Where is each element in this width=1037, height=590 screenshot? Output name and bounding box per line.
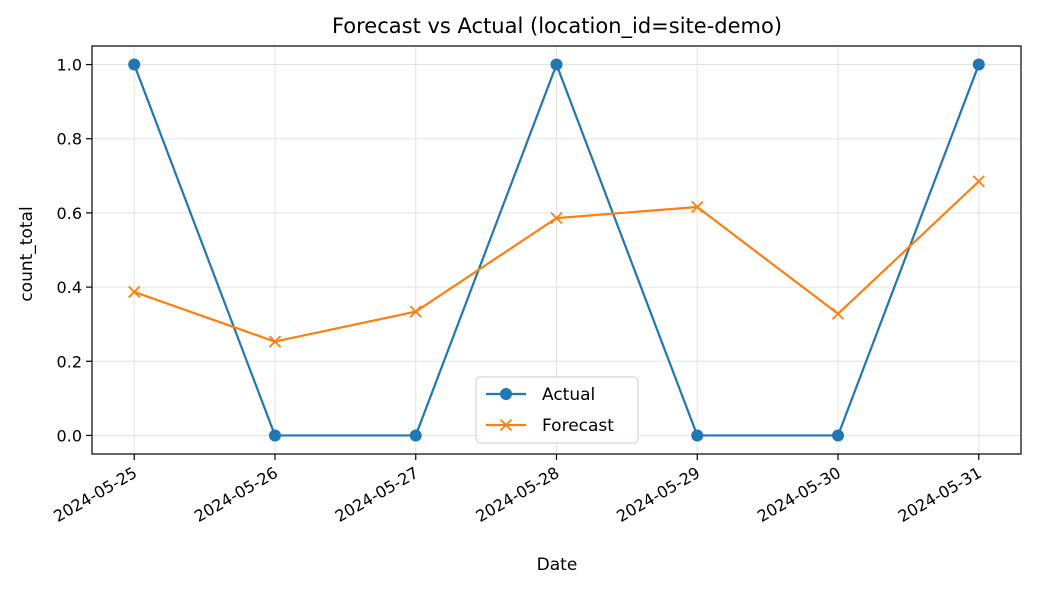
- y-tick-label: 0.2: [57, 352, 82, 371]
- legend-item-actual: Actual: [486, 385, 595, 405]
- legend-label: Actual: [542, 385, 595, 405]
- legend-label: Forecast: [542, 416, 614, 436]
- forecast-point: [550, 211, 563, 225]
- legend-marker: [500, 388, 512, 400]
- forecast-point: [691, 200, 704, 214]
- forecast-point: [409, 305, 422, 318]
- y-tick-label: 0.8: [57, 130, 82, 149]
- legend-marker: [499, 418, 513, 432]
- series-layer: [128, 58, 985, 442]
- legend: Actual Forecast: [475, 376, 639, 444]
- actual-point: [409, 429, 422, 442]
- forecast-point: [128, 285, 141, 299]
- actual-point: [550, 58, 563, 71]
- actual-point: [972, 58, 985, 71]
- forecast-point: [831, 307, 845, 320]
- actual-point: [128, 58, 141, 71]
- y-tick-label: 0.0: [57, 426, 82, 445]
- actual-point: [268, 429, 281, 442]
- plot-frame: [91, 45, 1022, 455]
- actual-point: [832, 429, 845, 442]
- forecast-point: [268, 335, 282, 348]
- y-tick-label: 1.0: [57, 56, 82, 75]
- series-forecast: [128, 175, 985, 348]
- y-tick-label: 0.6: [57, 204, 82, 223]
- y-tick-label: 0.4: [57, 278, 82, 297]
- x-axis-label: Date: [537, 555, 578, 575]
- y-axis-label: count_total: [17, 206, 37, 301]
- actual-point: [691, 429, 704, 442]
- legend-item-forecast: Forecast: [486, 416, 614, 436]
- forecast-point: [972, 175, 985, 188]
- chart-title: Forecast vs Actual (location_id=site-dem…: [332, 14, 782, 39]
- series-actual: [128, 58, 985, 442]
